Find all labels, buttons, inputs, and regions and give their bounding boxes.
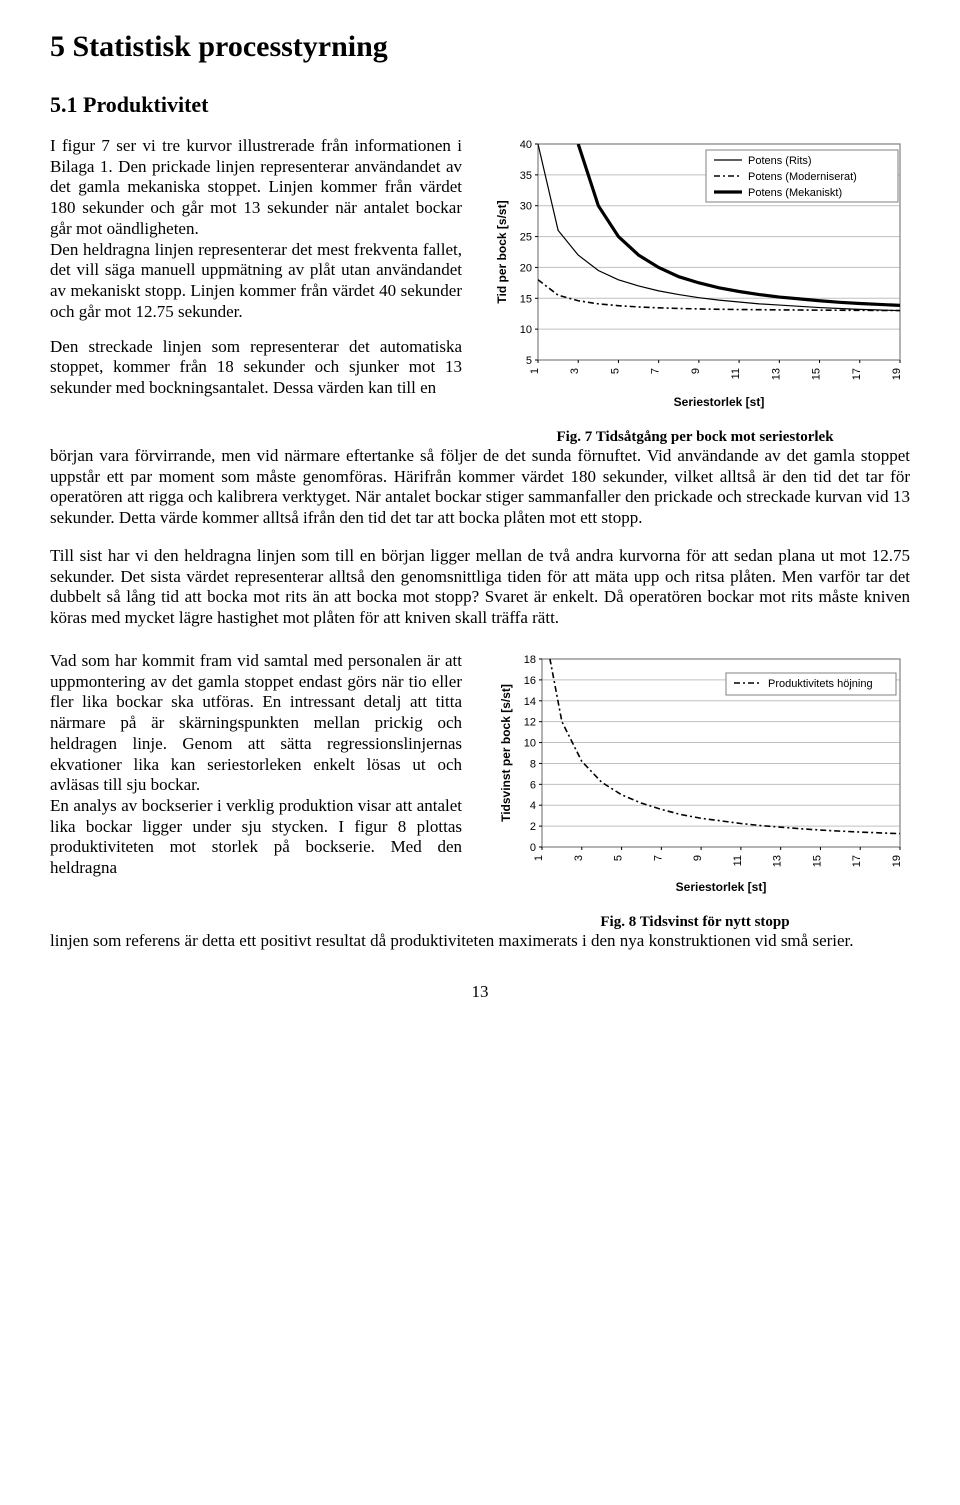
y-tick-label: 6 bbox=[530, 779, 536, 791]
chart-svg: 510152025303540135791113151719Tid per bo… bbox=[480, 136, 910, 416]
x-axis-label: Seriestorlek [st] bbox=[676, 880, 767, 894]
x-tick-label: 9 bbox=[692, 855, 704, 861]
body-paragraph: Den heldragna linjen representerar det m… bbox=[50, 240, 462, 323]
x-tick-label: 7 bbox=[652, 855, 664, 861]
y-tick-label: 14 bbox=[524, 696, 536, 708]
x-tick-label: 1 bbox=[529, 368, 541, 374]
body-paragraph: linjen som referens är detta ett positiv… bbox=[50, 931, 910, 952]
x-tick-label: 11 bbox=[730, 368, 742, 379]
figure-8: 024681012141618135791113151719Tidsvinst … bbox=[480, 651, 910, 931]
x-tick-label: 13 bbox=[770, 368, 782, 380]
subsection-heading: 5.1 Produktivitet bbox=[50, 92, 910, 118]
legend-label: Potens (Mekaniskt) bbox=[748, 187, 842, 199]
body-paragraph: Till sist har vi den heldragna linjen so… bbox=[50, 546, 910, 629]
x-tick-label: 15 bbox=[811, 368, 823, 380]
body-paragraph: Den streckade linjen som representerar d… bbox=[50, 337, 462, 399]
x-tick-label: 7 bbox=[650, 368, 662, 374]
y-axis-label: Tidsvinst per bock [s/st] bbox=[499, 684, 513, 822]
y-tick-label: 16 bbox=[524, 675, 536, 687]
page-number: 13 bbox=[50, 982, 910, 1002]
chart-svg: 024681012141618135791113151719Tidsvinst … bbox=[480, 651, 910, 901]
x-axis-label: Seriestorlek [st] bbox=[674, 395, 765, 409]
y-tick-label: 12 bbox=[524, 717, 536, 729]
body-paragraph: I figur 7 ser vi tre kurvor illustrerade… bbox=[50, 136, 462, 240]
x-tick-label: 3 bbox=[573, 855, 585, 861]
x-tick-label: 15 bbox=[811, 855, 823, 867]
legend-label: Potens (Rits) bbox=[748, 155, 812, 167]
legend-label: Potens (Moderniserat) bbox=[748, 171, 857, 183]
y-tick-label: 20 bbox=[520, 262, 532, 274]
y-tick-label: 35 bbox=[520, 170, 532, 182]
x-tick-label: 17 bbox=[851, 368, 863, 380]
x-tick-label: 5 bbox=[609, 368, 621, 374]
figure-caption: Fig. 8 Tidsvinst för nytt stopp bbox=[600, 914, 789, 931]
body-paragraph: Vad som har kommit fram vid samtal med p… bbox=[50, 651, 462, 796]
y-tick-label: 30 bbox=[520, 201, 532, 213]
y-tick-label: 25 bbox=[520, 232, 532, 244]
y-tick-label: 18 bbox=[524, 654, 536, 666]
x-tick-label: 3 bbox=[569, 368, 581, 374]
y-tick-label: 0 bbox=[530, 842, 536, 854]
section-heading: 5 Statistisk processtyrning bbox=[50, 30, 910, 64]
y-tick-label: 2 bbox=[530, 821, 536, 833]
x-tick-label: 19 bbox=[891, 368, 903, 380]
body-paragraph: En analys av bockserier i verklig produk… bbox=[50, 796, 462, 879]
y-tick-label: 4 bbox=[530, 800, 536, 812]
x-tick-label: 13 bbox=[772, 855, 784, 867]
legend-label: Produktivitets höjning bbox=[768, 678, 873, 690]
body-paragraph: början vara förvirrande, men vid närmare… bbox=[50, 446, 910, 529]
y-tick-label: 10 bbox=[520, 324, 532, 336]
y-tick-label: 15 bbox=[520, 293, 532, 305]
x-tick-label: 1 bbox=[533, 855, 545, 861]
x-tick-label: 11 bbox=[732, 855, 744, 866]
y-tick-label: 40 bbox=[520, 139, 532, 151]
x-tick-label: 17 bbox=[851, 855, 863, 867]
x-tick-label: 5 bbox=[613, 855, 625, 861]
x-tick-label: 9 bbox=[690, 368, 702, 374]
y-tick-label: 5 bbox=[526, 355, 532, 367]
y-tick-label: 8 bbox=[530, 758, 536, 770]
x-tick-label: 19 bbox=[891, 855, 903, 867]
y-axis-label: Tid per bock [s/st] bbox=[495, 200, 509, 303]
figure-caption: Fig. 7 Tidsåtgång per bock mot seriestor… bbox=[556, 429, 833, 446]
figure-7: 510152025303540135791113151719Tid per bo… bbox=[480, 136, 910, 446]
y-tick-label: 10 bbox=[524, 737, 536, 749]
